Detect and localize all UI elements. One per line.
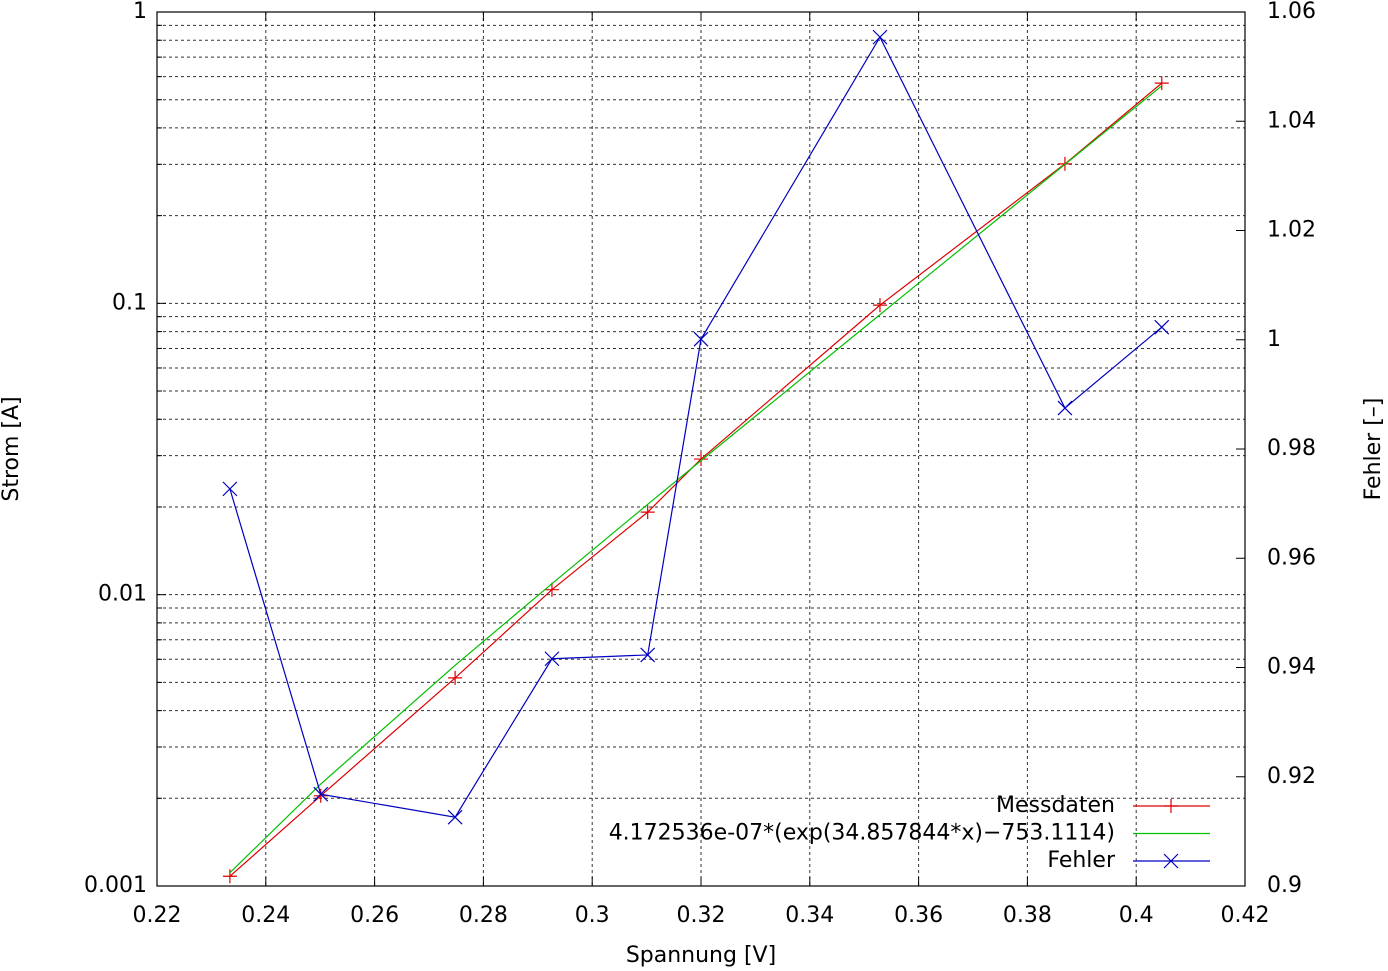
x-tick-label: 0.28 bbox=[459, 903, 508, 928]
marker bbox=[222, 869, 237, 884]
y-tick-label: 1 bbox=[133, 0, 147, 24]
y2-tick-label: 1 bbox=[1267, 327, 1281, 352]
plot-frame bbox=[156, 11, 1246, 887]
y2-tick-label: 0.96 bbox=[1267, 545, 1316, 570]
marker bbox=[693, 331, 709, 347]
marker bbox=[1163, 853, 1179, 869]
marker bbox=[544, 651, 560, 667]
marker bbox=[872, 29, 888, 45]
marker bbox=[1057, 400, 1073, 416]
marker bbox=[313, 788, 328, 803]
marker bbox=[448, 670, 463, 685]
legend-label: Messdaten bbox=[996, 793, 1115, 818]
marker bbox=[640, 505, 655, 520]
marker bbox=[544, 582, 559, 597]
legend-label: Fehler bbox=[1047, 848, 1116, 873]
x-tick-label: 0.42 bbox=[1221, 903, 1270, 928]
x-axis-label: Spannung [V] bbox=[626, 943, 776, 968]
y2-axis-label: Fehler [–] bbox=[1361, 398, 1386, 501]
x-tick-label: 0.38 bbox=[1003, 903, 1052, 928]
x-tick-label: 0.3 bbox=[575, 903, 610, 928]
marker bbox=[1154, 319, 1170, 335]
y-tick-label: 0.001 bbox=[84, 873, 147, 898]
y2-tick-label: 1.04 bbox=[1267, 108, 1316, 133]
marker bbox=[872, 298, 887, 313]
marker bbox=[222, 481, 238, 497]
marker bbox=[313, 786, 329, 802]
y2-tick-label: 1.02 bbox=[1267, 218, 1316, 243]
y2-tick-label: 0.94 bbox=[1267, 655, 1316, 680]
x-tick-label: 0.36 bbox=[894, 903, 943, 928]
series-line bbox=[229, 82, 1163, 877]
x-tick-label: 0.34 bbox=[785, 903, 834, 928]
y2-tick-label: 1.06 bbox=[1267, 0, 1316, 24]
y-axis-label: Strom [A] bbox=[0, 396, 24, 501]
legend-label: 4.172536e-07*(exp(34.857844*x)−753.1114) bbox=[609, 821, 1115, 846]
y-tick-label: 0.01 bbox=[98, 582, 147, 607]
marker bbox=[1164, 799, 1178, 813]
x-tick-label: 0.22 bbox=[133, 903, 182, 928]
series-line bbox=[229, 35, 1163, 818]
marker bbox=[640, 647, 656, 663]
x-tick-label: 0.24 bbox=[241, 903, 290, 928]
marker bbox=[1154, 76, 1169, 91]
marker bbox=[694, 452, 708, 467]
series-line bbox=[229, 85, 1163, 874]
y2-tick-label: 0.92 bbox=[1267, 764, 1316, 789]
x-tick-label: 0.26 bbox=[350, 903, 399, 928]
y2-tick-label: 0.98 bbox=[1267, 436, 1316, 461]
y2-tick-label: 0.9 bbox=[1267, 873, 1302, 898]
x-tick-label: 0.32 bbox=[677, 903, 726, 928]
x-tick-label: 0.4 bbox=[1119, 903, 1154, 928]
marker bbox=[447, 809, 463, 825]
y-tick-label: 0.1 bbox=[112, 290, 147, 315]
